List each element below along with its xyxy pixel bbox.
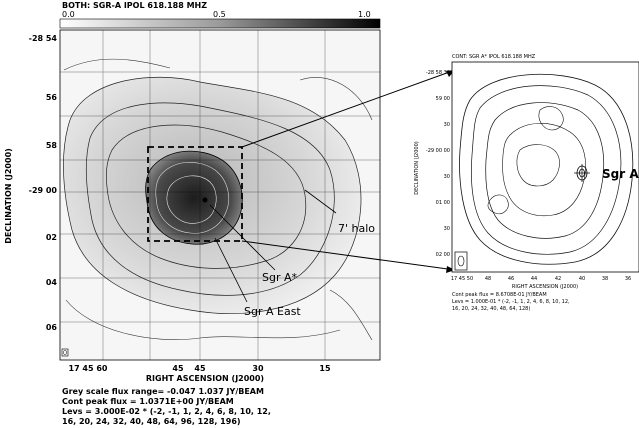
left-x-label: RIGHT ASCENSION (J2000) [146,374,264,383]
right-y-tick: -28 58 30 [426,70,450,76]
right-map-title: CONT: SGR A* IPOL 618.188 MHZ [452,54,536,60]
right-y-axis: -28 58 30 59 00 30 -29 00 00 30 01 00 30… [414,70,450,258]
left-map-panel [59,29,381,361]
right-y-tick: -29 00 00 [426,148,450,154]
annotation-sgr-a-east: Sgr A East [244,305,301,318]
right-x-tick: 44 [531,276,537,282]
left-x-tick: 30 [252,364,264,373]
left-y-axis: -28 54 56 58 -29 00 02 04 06 DECLINATION… [4,34,57,332]
right-x-tick: 46 [508,276,514,282]
footer-line: Cont peak flux = 1.0371E+00 JY/BEAM [62,397,234,406]
footer-line: 16, 20, 24, 32, 40, 48, 64, 96, 128, 196… [62,417,241,426]
left-annotations: 7' halo Sgr A* Sgr A East [209,189,375,318]
left-y-tick: 02 [46,233,57,242]
footer-line: 16, 20, 24, 32, 40, 48, 64, 128) [452,306,530,312]
colorbar-tick-mid: 0.5 [213,10,226,19]
right-y-tick: 59 00 [436,96,450,102]
left-x-tick: 45 [194,364,206,373]
right-x-label: RIGHT ASCENSION (J2000) [512,284,578,290]
left-y-tick: -28 54 [29,34,58,43]
right-y-tick: 30 [444,122,450,128]
left-y-tick: 58 [46,141,58,150]
right-y-tick: 02 00 [436,252,450,258]
right-x-axis: 17 45 50 48 46 44 42 40 38 36 RIGHT ASCE… [451,276,631,290]
right-x-tick: 42 [555,276,561,282]
left-y-label: DECLINATION (J2000) [4,148,13,244]
left-x-tick: 45 [172,364,184,373]
left-footer: Grey scale flux range= -0.047 1.037 JY/B… [62,387,271,426]
colorbar-tick-min: 0.0 [62,10,75,19]
right-y-label: DECLINATION (J2000) [414,141,420,194]
left-x-tick: 17 45 60 [69,364,108,373]
footer-line: Levs = 3.000E-02 * (-2, -1, 1, 2, 4, 6, … [62,407,271,416]
footer-line: Cont peak flux = 8.6708E-01 JY/BEAM [452,292,547,298]
left-y-tick: 56 [46,93,58,102]
left-colorbar: 0.0 0.5 1.0 [59,10,381,29]
colorbar-tick-max: 1.0 [358,10,371,19]
left-x-axis: 17 45 60 45 45 30 15 RIGHT ASCENSION (J2… [69,364,331,383]
annotation-sgr-a-star: Sgr A* [262,271,298,284]
right-x-tick: 36 [625,276,631,282]
left-y-tick: -29 00 [29,186,58,195]
right-y-tick: 30 [444,226,450,232]
right-x-tick: 17 45 50 [451,276,473,282]
annotation-sgr-a: Sgr A [602,167,639,181]
left-y-tick: 06 [46,323,58,332]
right-x-tick: 38 [602,276,608,282]
footer-line: Levs = 1.000E-01 * (-2, -1, 1, 2, 4, 6, … [452,299,570,305]
left-map-title: BOTH: SGR-A IPOL 618.188 MHZ [62,1,207,10]
footer-line: Grey scale flux range= -0.047 1.037 JY/B… [62,387,264,396]
right-x-tick: 40 [579,276,585,282]
zoom-region-box [147,146,243,242]
right-footer: Cont peak flux = 8.6708E-01 JY/BEAM Levs… [452,292,570,312]
annotation-7-halo: 7' halo [338,222,375,235]
right-map-panel: Sgr A [451,61,639,273]
right-x-tick: 48 [485,276,491,282]
left-x-tick: 15 [319,364,331,373]
left-y-tick: 04 [46,278,58,287]
right-y-tick: 01 00 [436,200,450,206]
right-y-tick: 30 [444,174,450,180]
